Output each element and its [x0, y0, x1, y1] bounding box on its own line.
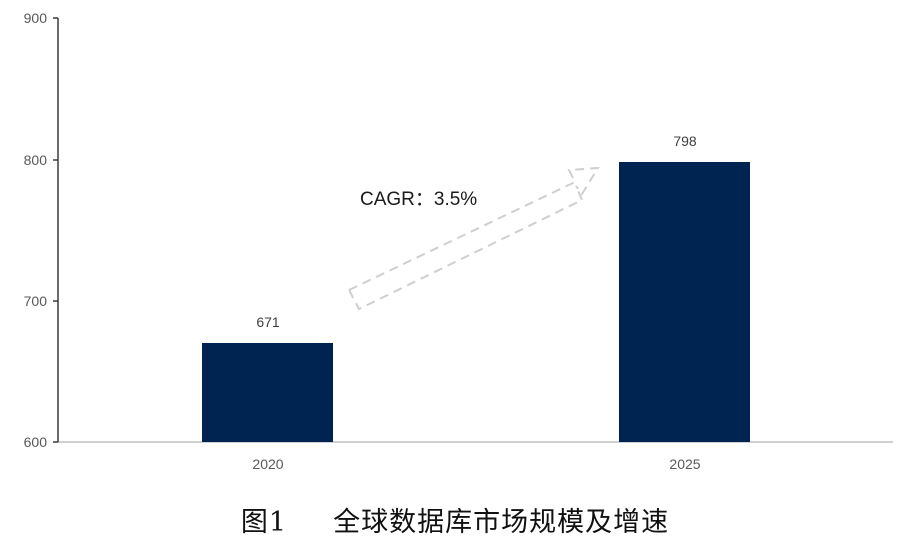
y-axis-ticks: 900 800 700 600 — [24, 10, 58, 450]
y-tick-600: 600 — [24, 434, 48, 450]
x-tick-2025: 2025 — [669, 456, 700, 472]
bar-chart: 900 800 700 600 671 798 2020 2025 CAGR：3… — [24, 10, 893, 472]
cagr-annotation: CAGR：3.5% — [360, 189, 477, 210]
figure-number: 图1 — [240, 507, 288, 538]
figure-caption: 图1 全球数据库市场规模及增速 — [0, 500, 910, 539]
bar-2025 — [619, 162, 750, 442]
bar-value-2020: 671 — [256, 314, 280, 330]
bar-2020 — [202, 343, 333, 442]
x-tick-2020: 2020 — [252, 456, 283, 472]
y-tick-700: 700 — [24, 293, 48, 309]
y-tick-800: 800 — [24, 152, 48, 168]
bar-value-2025: 798 — [673, 133, 697, 149]
growth-arrow-icon — [348, 166, 600, 311]
figure-title: 全球数据库市场规模及增速 — [333, 507, 670, 538]
y-tick-900: 900 — [24, 10, 48, 26]
